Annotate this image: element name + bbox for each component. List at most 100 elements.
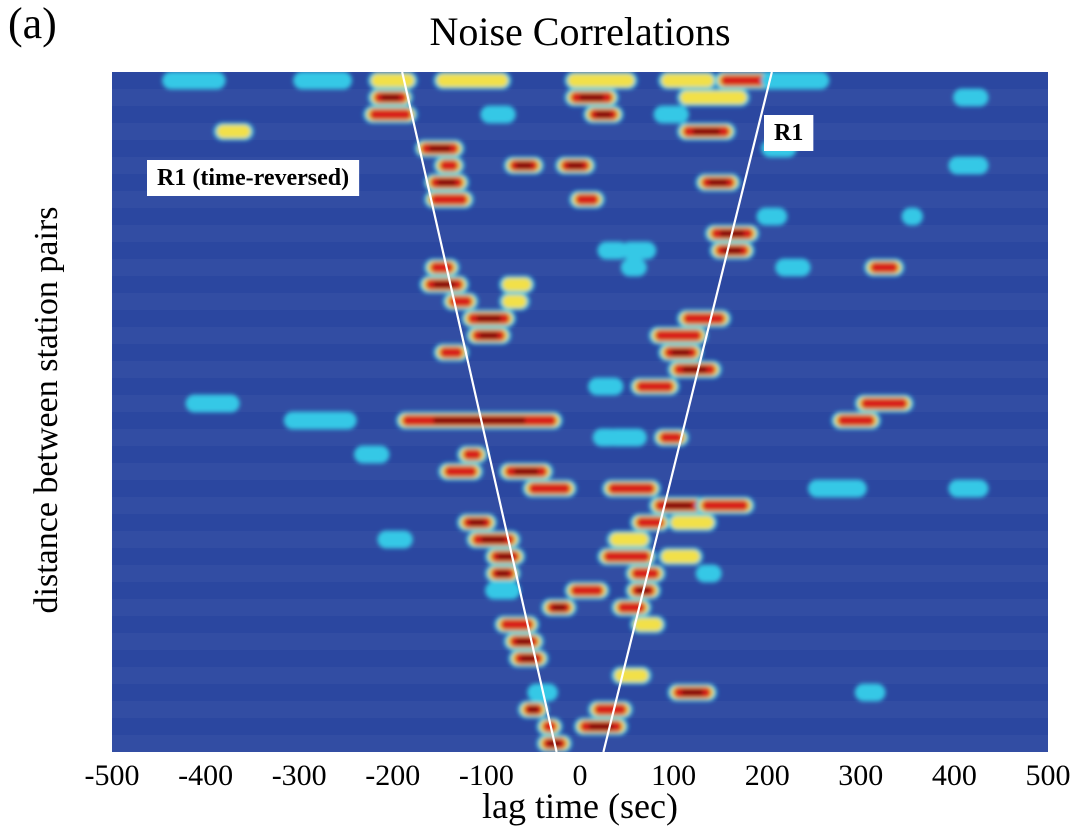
correlation-blob: [594, 111, 612, 118]
chart-title: Noise Correlations: [429, 9, 731, 54]
row-band: [112, 531, 1048, 548]
correlation-blob: [527, 706, 539, 713]
correlation-blob: [463, 448, 482, 461]
correlation-blob: [515, 162, 533, 169]
correlation-blob: [837, 414, 875, 427]
correlation-blob: [433, 281, 456, 288]
correlation-blob: [870, 261, 899, 274]
row-band: [112, 633, 1048, 650]
row-band: [112, 293, 1048, 310]
correlation-blob: [701, 499, 749, 512]
correlation-blob: [520, 655, 537, 662]
correlation-blob: [588, 723, 614, 730]
correlation-blob: [682, 312, 726, 325]
correlation-blob: [567, 73, 635, 88]
correlation-blob: [476, 315, 502, 322]
correlation-blob: [659, 431, 683, 444]
x-axis-label: lag time (sec): [482, 786, 678, 826]
x-tick-label: -100: [459, 759, 514, 792]
row-band: [112, 565, 1048, 582]
correlation-blob: [661, 73, 715, 88]
correlation-blob: [681, 689, 704, 696]
correlation-blob: [603, 550, 651, 563]
x-tick-label: -200: [365, 759, 420, 792]
correlation-blob: [575, 193, 599, 206]
correlation-blob: [380, 94, 401, 101]
correlation-blob: [614, 668, 649, 683]
row-band: [112, 361, 1048, 378]
correlation-blob: [953, 88, 989, 107]
correlation-blob: [377, 530, 413, 549]
x-tick-label: -300: [272, 759, 327, 792]
correlation-blob: [433, 417, 526, 424]
x-tick-label: 0: [573, 759, 588, 792]
correlation-blob: [439, 346, 463, 359]
r1-label: R1: [774, 120, 803, 146]
x-tick-label: -500: [85, 759, 140, 792]
correlation-blob: [722, 247, 742, 254]
correlation-blob: [654, 329, 702, 342]
correlation-blob: [720, 74, 772, 87]
x-tick-label: 100: [651, 759, 696, 792]
correlation-blob: [436, 73, 509, 88]
correlation-blob: [636, 516, 665, 529]
correlation-blob: [528, 482, 571, 495]
correlation-blob: [661, 549, 700, 564]
x-tick-label: 400: [932, 759, 977, 792]
row-band: [112, 429, 1048, 446]
correlation-blob: [608, 482, 655, 495]
correlation-blob: [594, 703, 627, 716]
correlation-blob: [761, 72, 830, 90]
correlation-blob: [636, 380, 674, 393]
correlation-blob: [185, 394, 240, 413]
correlation-blob: [860, 397, 908, 410]
correlation-blob: [695, 564, 722, 583]
correlation-blob: [756, 207, 788, 226]
x-tick-label: 500: [1026, 759, 1071, 792]
correlation-blob: [682, 366, 708, 373]
correlation-blob: [597, 241, 629, 260]
correlation-blob: [216, 124, 251, 139]
correlation-blob: [480, 536, 507, 543]
r1-reversed-label: R1 (time-reversed): [157, 165, 349, 191]
correlation-blobs: [162, 72, 989, 752]
correlation-blob: [775, 258, 811, 277]
correlation-blob: [369, 108, 412, 121]
correlation-blob: [617, 601, 646, 614]
row-band: [112, 667, 1048, 684]
correlation-blob: [439, 159, 459, 172]
correlation-blob: [854, 683, 886, 702]
correlation-blob: [468, 519, 486, 526]
correlation-blob: [606, 428, 647, 447]
row-band: [112, 259, 1048, 276]
correlation-blob: [444, 465, 478, 478]
correlation-blob: [808, 479, 867, 498]
r1-reversed-label-box: [147, 160, 360, 196]
correlation-blob: [283, 411, 357, 430]
correlation-blob: [542, 720, 557, 733]
r1-line: [602, 72, 773, 752]
panel-label: (a): [8, 0, 57, 48]
correlation-blob: [502, 294, 527, 309]
correlation-blob: [500, 618, 534, 631]
r1-label-box: [764, 115, 814, 151]
correlation-blob: [162, 72, 226, 90]
correlation-blob: [579, 94, 605, 101]
correlation-blob: [609, 532, 649, 547]
correlation-blob: [495, 570, 510, 577]
y-axis-label: distance between station pairs: [28, 206, 65, 614]
correlation-blob: [570, 584, 604, 597]
correlation-blob: [354, 445, 390, 464]
x-tick-label: 200: [745, 759, 790, 792]
row-band: [112, 599, 1048, 616]
correlation-blob: [371, 73, 415, 88]
correlation-blob: [436, 179, 457, 186]
correlation-blob: [588, 377, 624, 396]
correlation-blob: [485, 581, 521, 600]
correlation-blob: [948, 156, 989, 175]
correlation-blob: [480, 105, 516, 124]
correlation-blob: [948, 479, 989, 498]
row-band: [112, 701, 1048, 718]
row-band: [112, 225, 1048, 242]
row-band: [112, 327, 1048, 344]
